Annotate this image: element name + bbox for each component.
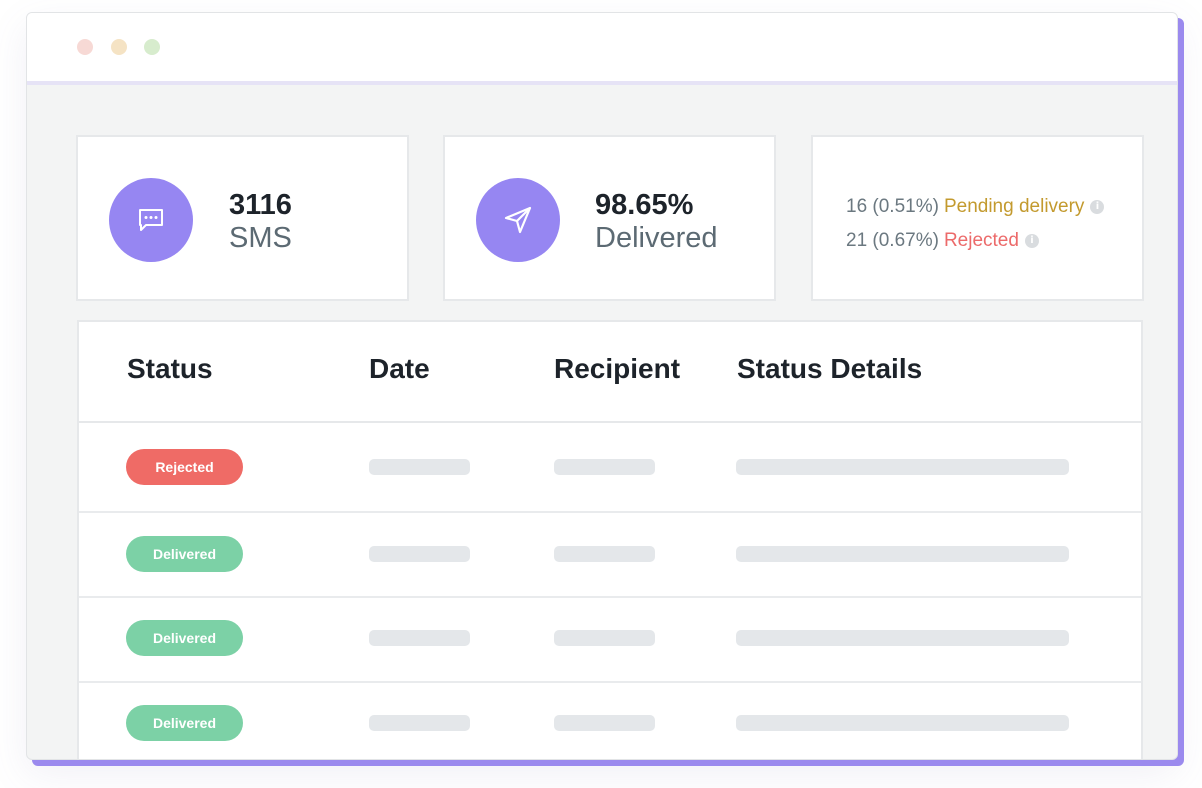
column-header-status[interactable]: Status [127,353,213,384]
column-header-recipient[interactable]: Recipient [554,353,681,384]
status-badge-delivered: Delivered [126,705,243,741]
status-badge-delivered: Delivered [126,620,243,656]
recipient-placeholder [554,715,655,731]
date-placeholder [369,546,470,562]
window-maximize-dot[interactable] [144,39,160,55]
rejected-count: 21 (0.67%) [846,230,939,251]
send-icon [476,178,560,262]
date-placeholder [369,459,470,475]
app-window: 3116 SMS 98.65% Delivered 16 (0.51%) Pen… [26,12,1178,760]
sms-count-card: 3116 SMS [76,135,409,301]
chat-bubble-icon [109,178,193,262]
info-icon[interactable]: i [1090,200,1105,214]
table-row[interactable]: Delivered [79,683,1141,759]
recipient-placeholder [554,546,655,562]
sms-count-label: SMS [229,222,292,254]
title-bar [27,13,1177,85]
window-close-dot[interactable] [77,39,93,55]
breakdown-card: 16 (0.51%) Pending delivery i 21 (0.67%)… [811,135,1144,301]
sms-count-value: 3116 [229,189,292,221]
column-header-status-details[interactable]: Status Details [737,353,923,384]
date-placeholder [369,630,470,646]
status-details-placeholder [736,630,1069,646]
date-placeholder [369,715,470,731]
pending-count: 16 (0.51%) [846,196,939,217]
info-icon[interactable]: i [1024,234,1039,248]
rejected-line: 21 (0.67%) Rejected i [846,229,1039,253]
table-row[interactable]: Delivered [79,598,1141,683]
delivered-rate-label: Delivered [595,222,718,254]
table-header: Status Date Recipient Status Details [79,322,1141,423]
status-details-placeholder [736,715,1069,731]
delivered-rate-value: 98.65% [595,189,694,221]
rejected-label: Rejected [943,230,1019,251]
recipient-placeholder [554,459,655,475]
messages-table: Status Date Recipient Status Details Rej… [77,320,1143,759]
recipient-placeholder [554,630,655,646]
column-header-date[interactable]: Date [369,353,430,384]
status-details-placeholder [736,546,1069,562]
table-row[interactable]: Delivered [79,513,1141,598]
status-badge-rejected: Rejected [126,449,243,485]
pending-delivery-label: Pending delivery [943,196,1085,217]
window-minimize-dot[interactable] [111,39,127,55]
pending-delivery-line: 16 (0.51%) Pending delivery i [846,195,1105,219]
delivered-rate-card: 98.65% Delivered [443,135,776,301]
table-row[interactable]: Rejected [79,423,1141,513]
status-badge-delivered: Delivered [126,536,243,572]
status-details-placeholder [736,459,1069,475]
